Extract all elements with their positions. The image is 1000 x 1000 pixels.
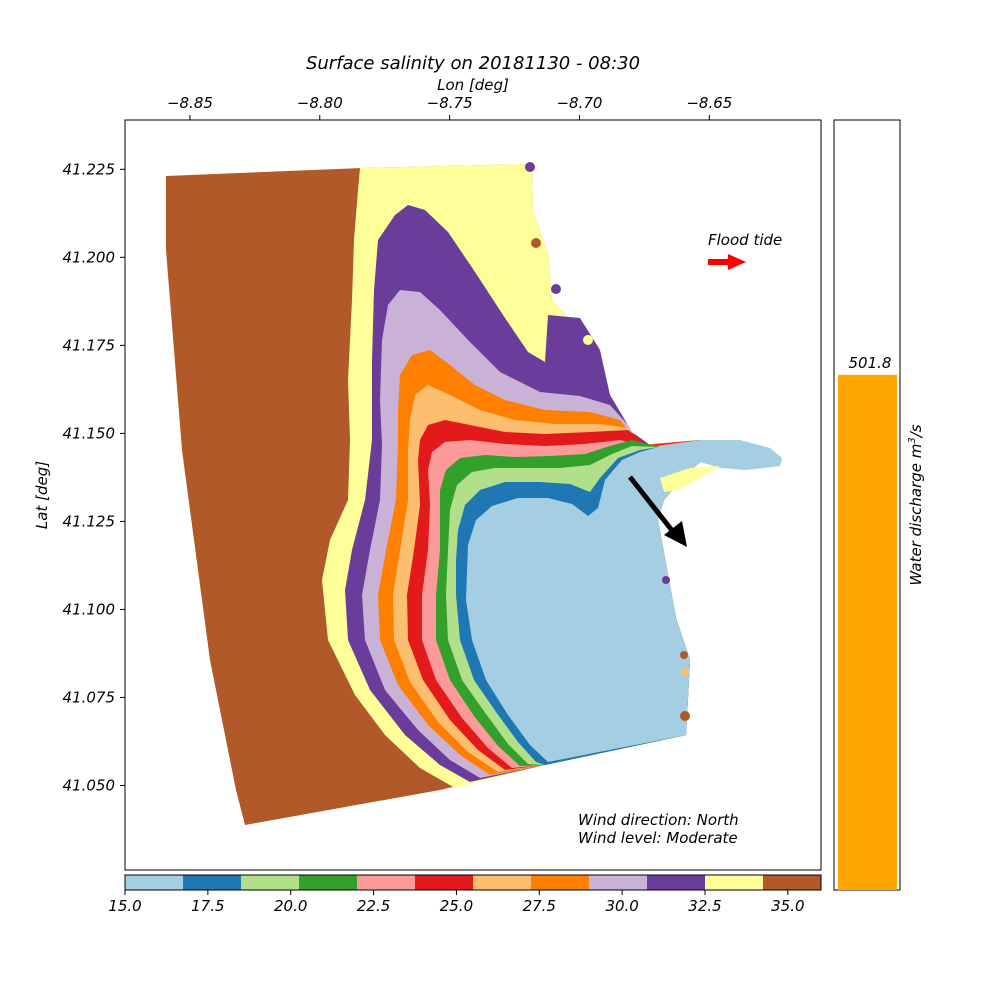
coast-point: [681, 668, 689, 676]
x-axis-label: Lon [deg]: [437, 76, 509, 94]
tide-label: Flood tide: [708, 231, 782, 249]
colorbar-frame: [124, 874, 822, 891]
colorbar-tick-label: 32.5: [688, 897, 721, 915]
colorbar-segment: [241, 875, 300, 890]
colorbar-segment: [183, 875, 242, 890]
x-tick-label: −8.65: [686, 94, 732, 112]
wind-direction-text: Wind direction: North: [578, 811, 739, 829]
x-tick-label: −8.85: [167, 94, 213, 112]
wind-level-text: Wind level: Moderate: [578, 829, 738, 847]
colorbar-tick-label: 22.5: [357, 897, 390, 915]
colorbar-segment: [357, 875, 416, 890]
colorbar-segment: [589, 875, 648, 890]
coast-point: [531, 238, 541, 248]
y-axis-ticks: 41.225 41.200 41.175 41.150 41.125 41.100 41.0…: [63, 160, 125, 794]
y-axis-label: Lat [deg]: [33, 461, 51, 529]
y-tick-label: 41.100: [63, 600, 116, 618]
salinity-band-15: [466, 440, 782, 762]
y-tick-label: 41.075: [63, 688, 116, 706]
x-tick-label: −8.80: [297, 94, 343, 112]
discharge-value-label: 501.8: [849, 354, 892, 372]
salinity-colorbar: [124, 874, 822, 891]
colorbar-ticks: 15.0 17.5 20.0 22.5 25.0 27.5 30.0 32.5 35.0: [108, 890, 805, 915]
y-tick-label: 41.200: [63, 248, 116, 266]
x-tick-label: −8.75: [427, 94, 473, 112]
colorbar-tick-label: 15.0: [108, 897, 141, 915]
colorbar-segment: [125, 875, 184, 890]
colorbar-tick-label: 30.0: [605, 897, 638, 915]
discharge-axis-label: Water discharge m3/s: [907, 424, 925, 585]
x-tick-label: −8.70: [556, 94, 602, 112]
colorbar-tick-label: 17.5: [191, 897, 224, 915]
colorbar-tick-label: 35.0: [771, 897, 804, 915]
colorbar-segment: [705, 875, 764, 890]
y-tick-label: 41.150: [63, 424, 116, 442]
estuary-sandbank: [660, 466, 720, 492]
coast-point: [525, 162, 535, 172]
colorbar-tick-label: 25.0: [440, 897, 473, 915]
colorbar-segment: [299, 875, 358, 890]
map-plot-area: Flood tide Wind direction: North Wind le…: [124, 119, 822, 871]
colorbar-tick-label: 27.5: [523, 897, 556, 915]
y-tick-label: 41.050: [63, 776, 116, 794]
wind-arrow-icon: [628, 475, 687, 547]
colorbar-segment: [763, 875, 822, 890]
x-axis-ticks: −8.85 −8.80 −8.75 −8.70 −8.65: [167, 94, 732, 120]
map-frame: [124, 119, 822, 871]
coast-point: [662, 576, 670, 584]
colorbar-segment: [531, 875, 590, 890]
coast-point: [583, 335, 593, 345]
colorbar-segment: [647, 875, 706, 890]
y-tick-label: 41.175: [63, 336, 116, 354]
coast-point: [551, 284, 561, 294]
coast-point: [680, 711, 690, 721]
discharge-bar: [838, 374, 897, 890]
coast-point: [680, 651, 688, 659]
y-tick-label: 41.125: [63, 512, 116, 530]
salinity-field: [166, 162, 782, 825]
colorbar-tick-label: 20.0: [274, 897, 307, 915]
colorbar-segment: [473, 875, 532, 890]
flood-tide-arrow-icon: [708, 254, 746, 270]
discharge-chart: 501.8 Water discharge m3/s: [833, 119, 925, 891]
colorbar-segment: [415, 875, 474, 890]
y-tick-label: 41.225: [63, 160, 116, 178]
chart-title: Surface salinity on 20181130 - 08:30: [306, 53, 640, 74]
